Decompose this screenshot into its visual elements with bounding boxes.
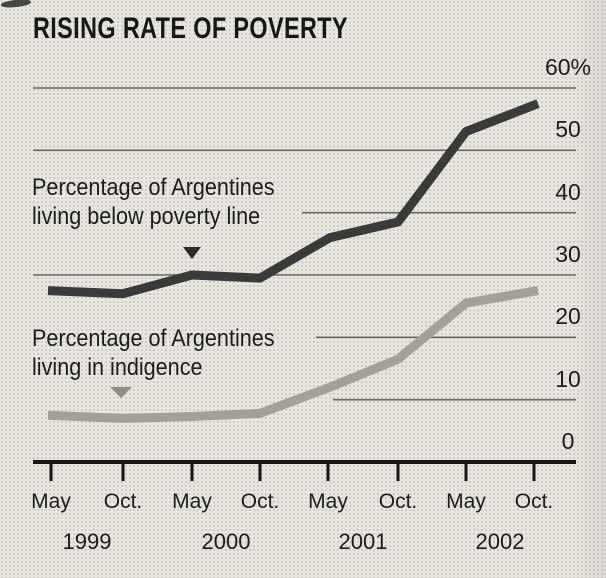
y-axis-label-60: 60%	[544, 54, 592, 80]
x-axis-month-label-1: Oct.	[103, 490, 143, 513]
x-axis-year-label-2000: 2000	[201, 529, 251, 554]
x-axis-month-label-0: May	[31, 490, 71, 513]
x-axis-month-label-4: May	[308, 490, 348, 513]
y-axis-label-40: 40	[555, 178, 581, 205]
x-axis-month-label-5: Oct.	[378, 490, 418, 513]
x-axis-month-label-2: May	[172, 490, 212, 513]
x-axis-year-label-2001: 2001	[338, 529, 388, 554]
y-axis-label-50: 50	[555, 116, 581, 143]
poverty-series-label: Percentage of Argentines living below po…	[32, 173, 275, 231]
indigence-series-label-line2: living in indigence	[32, 354, 203, 381]
x-axis-month-label-6: May	[446, 490, 486, 513]
poverty-pointer-triangle-icon	[183, 247, 201, 259]
y-axis-label-30: 30	[555, 241, 581, 267]
indigence-series-label: Percentage of Argentines living in indig…	[32, 324, 275, 382]
chart-title: RISING RATE OF POVERTY	[33, 12, 348, 45]
y-axis-label-10: 10	[555, 365, 581, 392]
poverty-series-label-line1: Percentage of Argentines	[32, 174, 275, 201]
y-axis-label-20: 20	[555, 303, 581, 330]
poverty-line-series	[47, 99, 540, 299]
indigence-pointer-triangle-icon	[110, 387, 132, 398]
x-axis-month-label-3: Oct.	[240, 490, 280, 513]
x-axis-month-label-7: Oct.	[514, 490, 554, 513]
indigence-line-series	[47, 286, 539, 423]
poverty-series-label-line2: living below poverty line	[32, 203, 261, 230]
x-axis-year-label-2002: 2002	[475, 529, 525, 554]
y-axis-label-0: 0	[561, 428, 575, 454]
x-axis-year-label-1999: 1999	[62, 529, 112, 554]
indigence-series-label-line1: Percentage of Argentines	[32, 325, 275, 352]
